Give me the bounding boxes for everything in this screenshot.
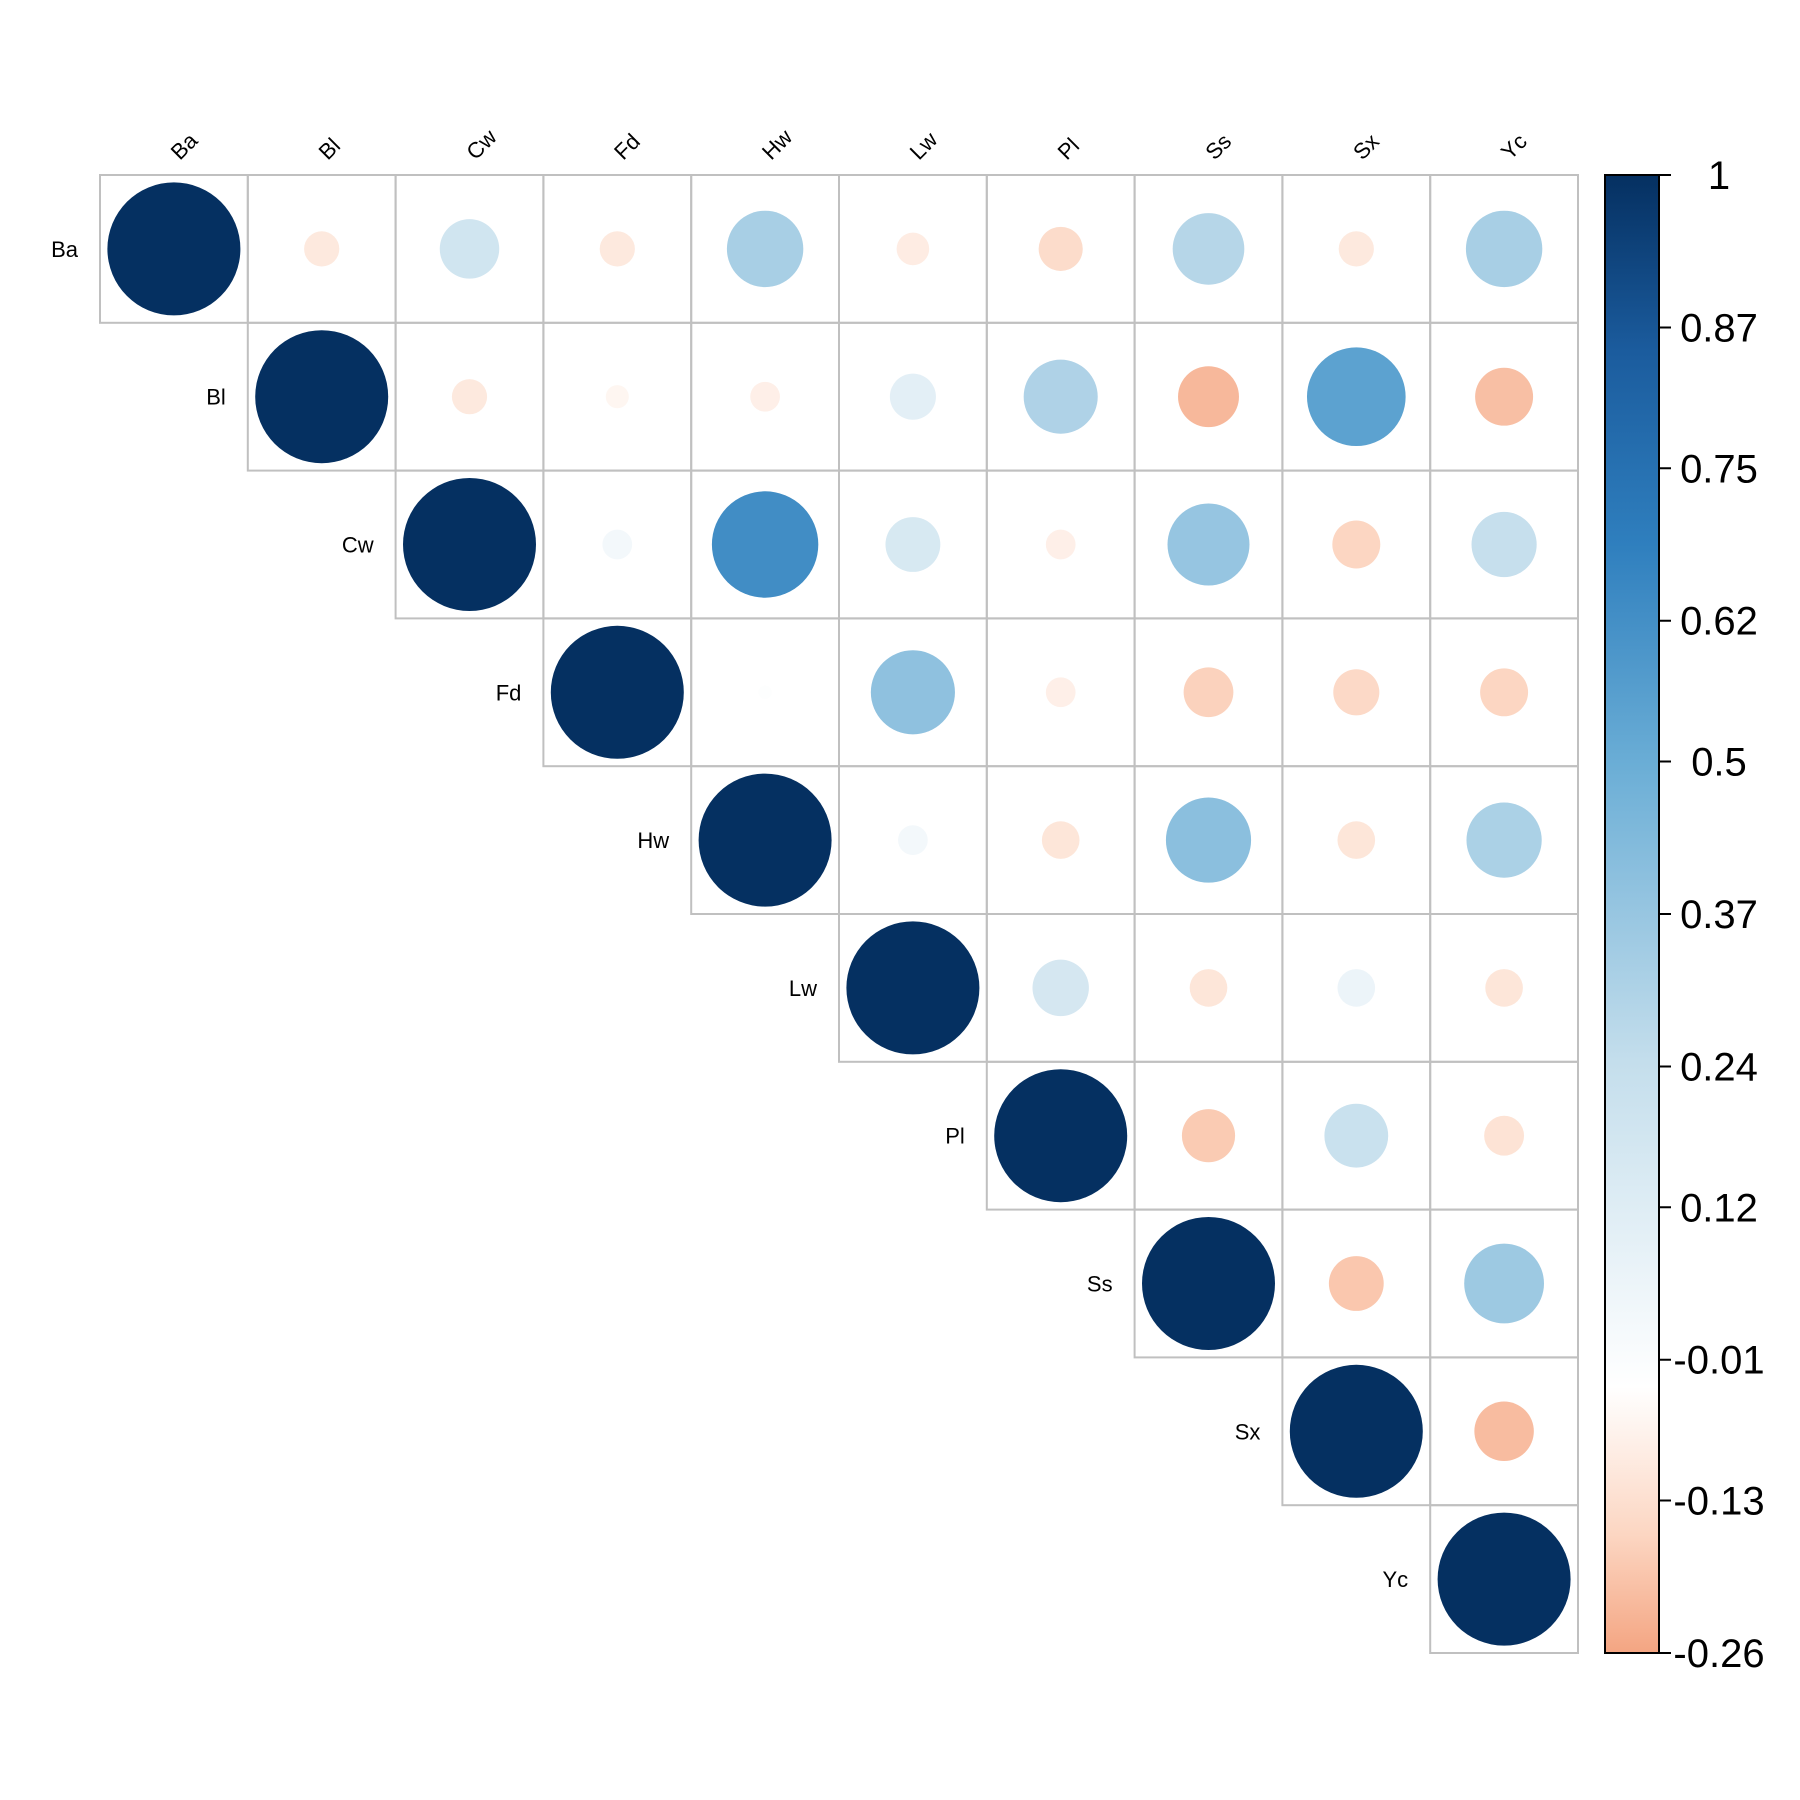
column-label: Yc: [1496, 129, 1532, 165]
corr-circle-pl-yc: [1484, 1115, 1525, 1156]
corr-circle-ba-lw: [896, 232, 930, 266]
corr-circle-cw-pl: [1045, 529, 1076, 560]
corr-circle-yc-yc: [1437, 1512, 1571, 1646]
colorbar-ticks: 1 0.87 0.75 0.62 0.5 0.37 0.24 0.12 -0.01 -0.13 -0…: [1659, 154, 1765, 1676]
column-label: Lw: [905, 127, 943, 165]
row-label: Pl: [945, 1124, 965, 1149]
row-label: Hw: [637, 828, 669, 853]
column-label: Sx: [1348, 129, 1384, 165]
corr-circle-cw-cw: [403, 478, 536, 611]
corr-circle-cw-fd: [602, 529, 633, 560]
corr-circle-hw-lw: [898, 825, 928, 855]
column-label: Ba: [166, 127, 203, 164]
corr-circle-bl-fd: [605, 385, 629, 409]
corr-circle-fd-yc: [1480, 668, 1529, 717]
colorbar-tick-label: 0.5: [1691, 741, 1747, 785]
corr-circle-sx-sx: [1289, 1364, 1423, 1498]
grid-layer: [99, 174, 1579, 1654]
row-label: Sx: [1235, 1419, 1261, 1444]
corr-circle-ba-ss: [1172, 213, 1245, 285]
corr-circle-lw-lw: [846, 921, 980, 1055]
colorbar-tick-label: 0.62: [1680, 600, 1758, 644]
corr-circle-ba-hw: [726, 210, 804, 288]
corr-circle-ba-bl: [304, 231, 340, 267]
corr-circle-bl-pl: [1023, 359, 1098, 434]
corr-circle-cw-ss: [1167, 503, 1250, 586]
corr-circle-lw-pl: [1032, 959, 1089, 1017]
row-label: Lw: [789, 976, 817, 1001]
corr-circle-bl-lw: [889, 373, 936, 420]
column-label: Fd: [609, 129, 645, 165]
corr-circle-ba-fd: [599, 231, 635, 267]
row-label: Bl: [206, 385, 226, 410]
corr-circle-ba-ba: [107, 182, 241, 316]
colorbar-tick-label: -0.13: [1673, 1480, 1764, 1524]
corr-circle-cw-hw: [711, 491, 819, 598]
corr-circle-pl-ss: [1181, 1109, 1236, 1163]
corr-circle-cw-yc: [1471, 511, 1537, 578]
colorbar-tick-label: -0.26: [1673, 1632, 1764, 1676]
row-label: Ss: [1087, 1272, 1113, 1297]
colorbar-tick-label: 0.12: [1680, 1186, 1758, 1230]
corr-circle-cw-sx: [1332, 520, 1381, 569]
colorbar-tick-label: 0.37: [1680, 893, 1758, 937]
column-label: Cw: [461, 124, 501, 164]
corr-circle-fd-lw: [870, 650, 955, 735]
corr-circle-fd-pl: [1045, 677, 1076, 708]
corr-circle-lw-sx: [1337, 969, 1376, 1007]
corr-circle-hw-pl: [1041, 821, 1080, 859]
corr-circle-fd-fd: [550, 625, 684, 759]
corr-circle-hw-ss: [1165, 797, 1252, 883]
colorbar-tick-label: 0.75: [1680, 447, 1758, 491]
corr-circle-bl-ss: [1178, 366, 1239, 428]
corr-circle-ss-ss: [1142, 1217, 1275, 1350]
grid-cell: [1429, 1504, 1579, 1654]
corr-circle-bl-bl: [255, 330, 389, 464]
colorbar-tick-label: 0.87: [1680, 306, 1758, 350]
corr-circle-bl-hw: [750, 381, 780, 412]
corr-circle-ba-yc: [1465, 210, 1543, 288]
colorbar-gradient: [1604, 174, 1660, 1654]
colorbar: 1 0.87 0.75 0.62 0.5 0.37 0.24 0.12 -0.01 -0.13 -0…: [1604, 154, 1765, 1676]
corr-circle-ss-sx: [1328, 1256, 1384, 1311]
row-label: Ba: [51, 237, 79, 262]
corr-circle-fd-sx: [1333, 669, 1380, 716]
corr-circle-ss-yc: [1464, 1243, 1544, 1324]
row-label: Cw: [342, 533, 374, 558]
corr-circle-ba-cw: [439, 219, 500, 279]
corr-circle-hw-hw: [698, 773, 832, 907]
colorbar-tick-label: 0.24: [1680, 1045, 1758, 1089]
column-label: Bl: [314, 133, 346, 165]
corr-circle-bl-cw: [451, 379, 488, 415]
corr-circle-ba-sx: [1338, 231, 1374, 267]
row-label: Yc: [1383, 1567, 1409, 1592]
corr-circle-hw-sx: [1337, 821, 1376, 859]
corr-circle-ba-pl: [1038, 226, 1083, 271]
corr-circle-bl-yc: [1475, 367, 1534, 426]
corr-circle-cw-lw: [885, 517, 941, 572]
corr-circle-lw-yc: [1485, 969, 1523, 1007]
corr-circle-fd-hw: [758, 685, 772, 699]
column-label: Hw: [757, 124, 797, 164]
corr-circle-pl-sx: [1324, 1103, 1389, 1168]
circle-layer: [107, 182, 1571, 1646]
corr-circle-sx-yc: [1474, 1401, 1534, 1462]
corr-circle-hw-yc: [1466, 802, 1542, 878]
colorbar-tick-label: -0.01: [1673, 1339, 1764, 1383]
corr-circle-fd-ss: [1183, 667, 1234, 718]
column-label: Ss: [1200, 129, 1236, 165]
corr-circle-pl-pl: [994, 1069, 1128, 1203]
row-label: Fd: [496, 680, 522, 705]
corr-circle-bl-sx: [1306, 347, 1406, 447]
colorbar-tick-label: 1: [1708, 154, 1730, 198]
column-label: Pl: [1053, 133, 1085, 165]
corr-circle-lw-ss: [1189, 969, 1228, 1007]
